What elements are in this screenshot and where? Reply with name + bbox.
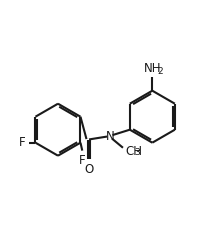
Text: O: O	[84, 163, 93, 176]
Text: N: N	[106, 130, 114, 143]
Text: 2: 2	[157, 67, 163, 76]
Text: CH: CH	[126, 145, 143, 158]
Text: F: F	[79, 154, 86, 167]
Text: NH: NH	[144, 62, 161, 75]
Text: F: F	[19, 136, 25, 149]
Text: 3: 3	[134, 148, 140, 157]
